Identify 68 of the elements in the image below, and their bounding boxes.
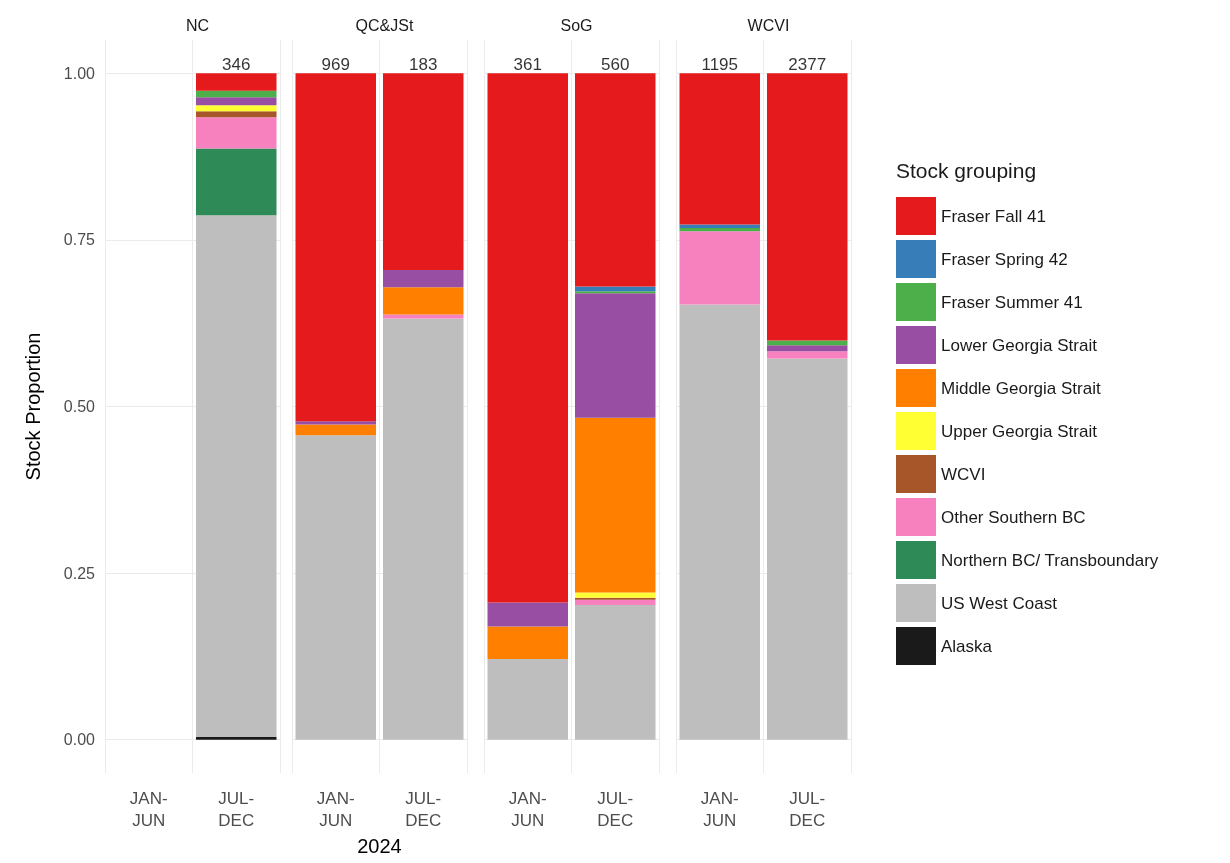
legend-label: Other Southern BC — [941, 507, 1086, 527]
bar — [575, 73, 656, 287]
bar — [679, 304, 760, 740]
y-axis-title: Stock Proportion — [22, 332, 44, 481]
chart-title: QC&JSt — [355, 16, 414, 34]
y-tick-label: 0.50 — [63, 398, 96, 415]
legend-label: Fraser Summer 41 — [941, 292, 1083, 312]
bar — [767, 73, 848, 341]
bar — [295, 421, 376, 425]
bar — [767, 345, 848, 352]
x-tick-label: JUL- DEC — [789, 788, 826, 830]
x-tick-label: JAN- JUN — [129, 788, 168, 830]
legend-label: Northern BC/ Transboundary — [941, 550, 1159, 570]
legend-label: Upper Georgia Strait — [941, 421, 1098, 441]
annotation: 2377 — [788, 55, 827, 75]
bar — [295, 435, 376, 740]
legend-label: Fraser Spring 42 — [941, 249, 1068, 269]
annotation: 560 — [601, 55, 630, 75]
y-tick-label: 0.25 — [63, 564, 96, 582]
bar — [575, 599, 656, 606]
bar — [575, 417, 656, 593]
annotation: 183 — [409, 55, 438, 75]
chart-title: WCVI — [747, 16, 790, 34]
bar — [487, 73, 568, 603]
legend-label: Lower Georgia Strait — [941, 335, 1098, 355]
bar — [679, 224, 760, 228]
legend-label: Fraser Fall 41 — [941, 206, 1046, 226]
legend-label: US West Coast — [941, 593, 1058, 613]
bar — [383, 269, 464, 288]
bar — [575, 291, 656, 294]
bar — [679, 227, 760, 232]
bar — [487, 602, 568, 627]
x-tick-label: JAN- JUN — [316, 788, 355, 830]
bar — [767, 351, 848, 359]
y-tick-label: 0.75 — [63, 231, 96, 249]
chart-title: NC — [185, 16, 210, 34]
bar — [575, 592, 656, 598]
bar — [679, 231, 760, 305]
bar — [295, 424, 376, 436]
bar — [295, 73, 376, 422]
bar — [383, 287, 464, 315]
bar — [575, 605, 656, 740]
legend-label: Middle Georgia Strait — [941, 378, 1101, 398]
bar — [383, 314, 464, 319]
bar — [575, 597, 656, 600]
bar — [487, 626, 568, 660]
x-tick-label: JAN- JUN — [508, 788, 547, 830]
bar — [383, 318, 464, 740]
annotation: 361 — [513, 55, 542, 75]
x-tick-label: JUL- DEC — [218, 788, 255, 830]
bar — [487, 659, 568, 740]
chart-title: SoG — [560, 16, 593, 34]
y-tick-label: 1.00 — [63, 64, 96, 82]
y-tick-label: 0.00 — [63, 731, 96, 749]
bar — [767, 358, 848, 740]
x-tick-label: JUL- DEC — [405, 788, 442, 830]
bar — [679, 73, 760, 225]
x-axis-title: 2024 — [357, 834, 402, 857]
x-tick-label: JAN- JUN — [700, 788, 739, 830]
x-tick-label: JUL- DEC — [597, 788, 634, 830]
bar — [383, 73, 464, 270]
legend-title: Stock grouping — [896, 159, 1037, 182]
legend-label: WCVI — [941, 464, 986, 484]
annotation: 346 — [222, 55, 251, 75]
bar — [575, 293, 656, 418]
legend-label: Alaska — [941, 636, 993, 656]
annotation: 1195 — [701, 55, 739, 75]
annotation: 969 — [321, 55, 350, 75]
